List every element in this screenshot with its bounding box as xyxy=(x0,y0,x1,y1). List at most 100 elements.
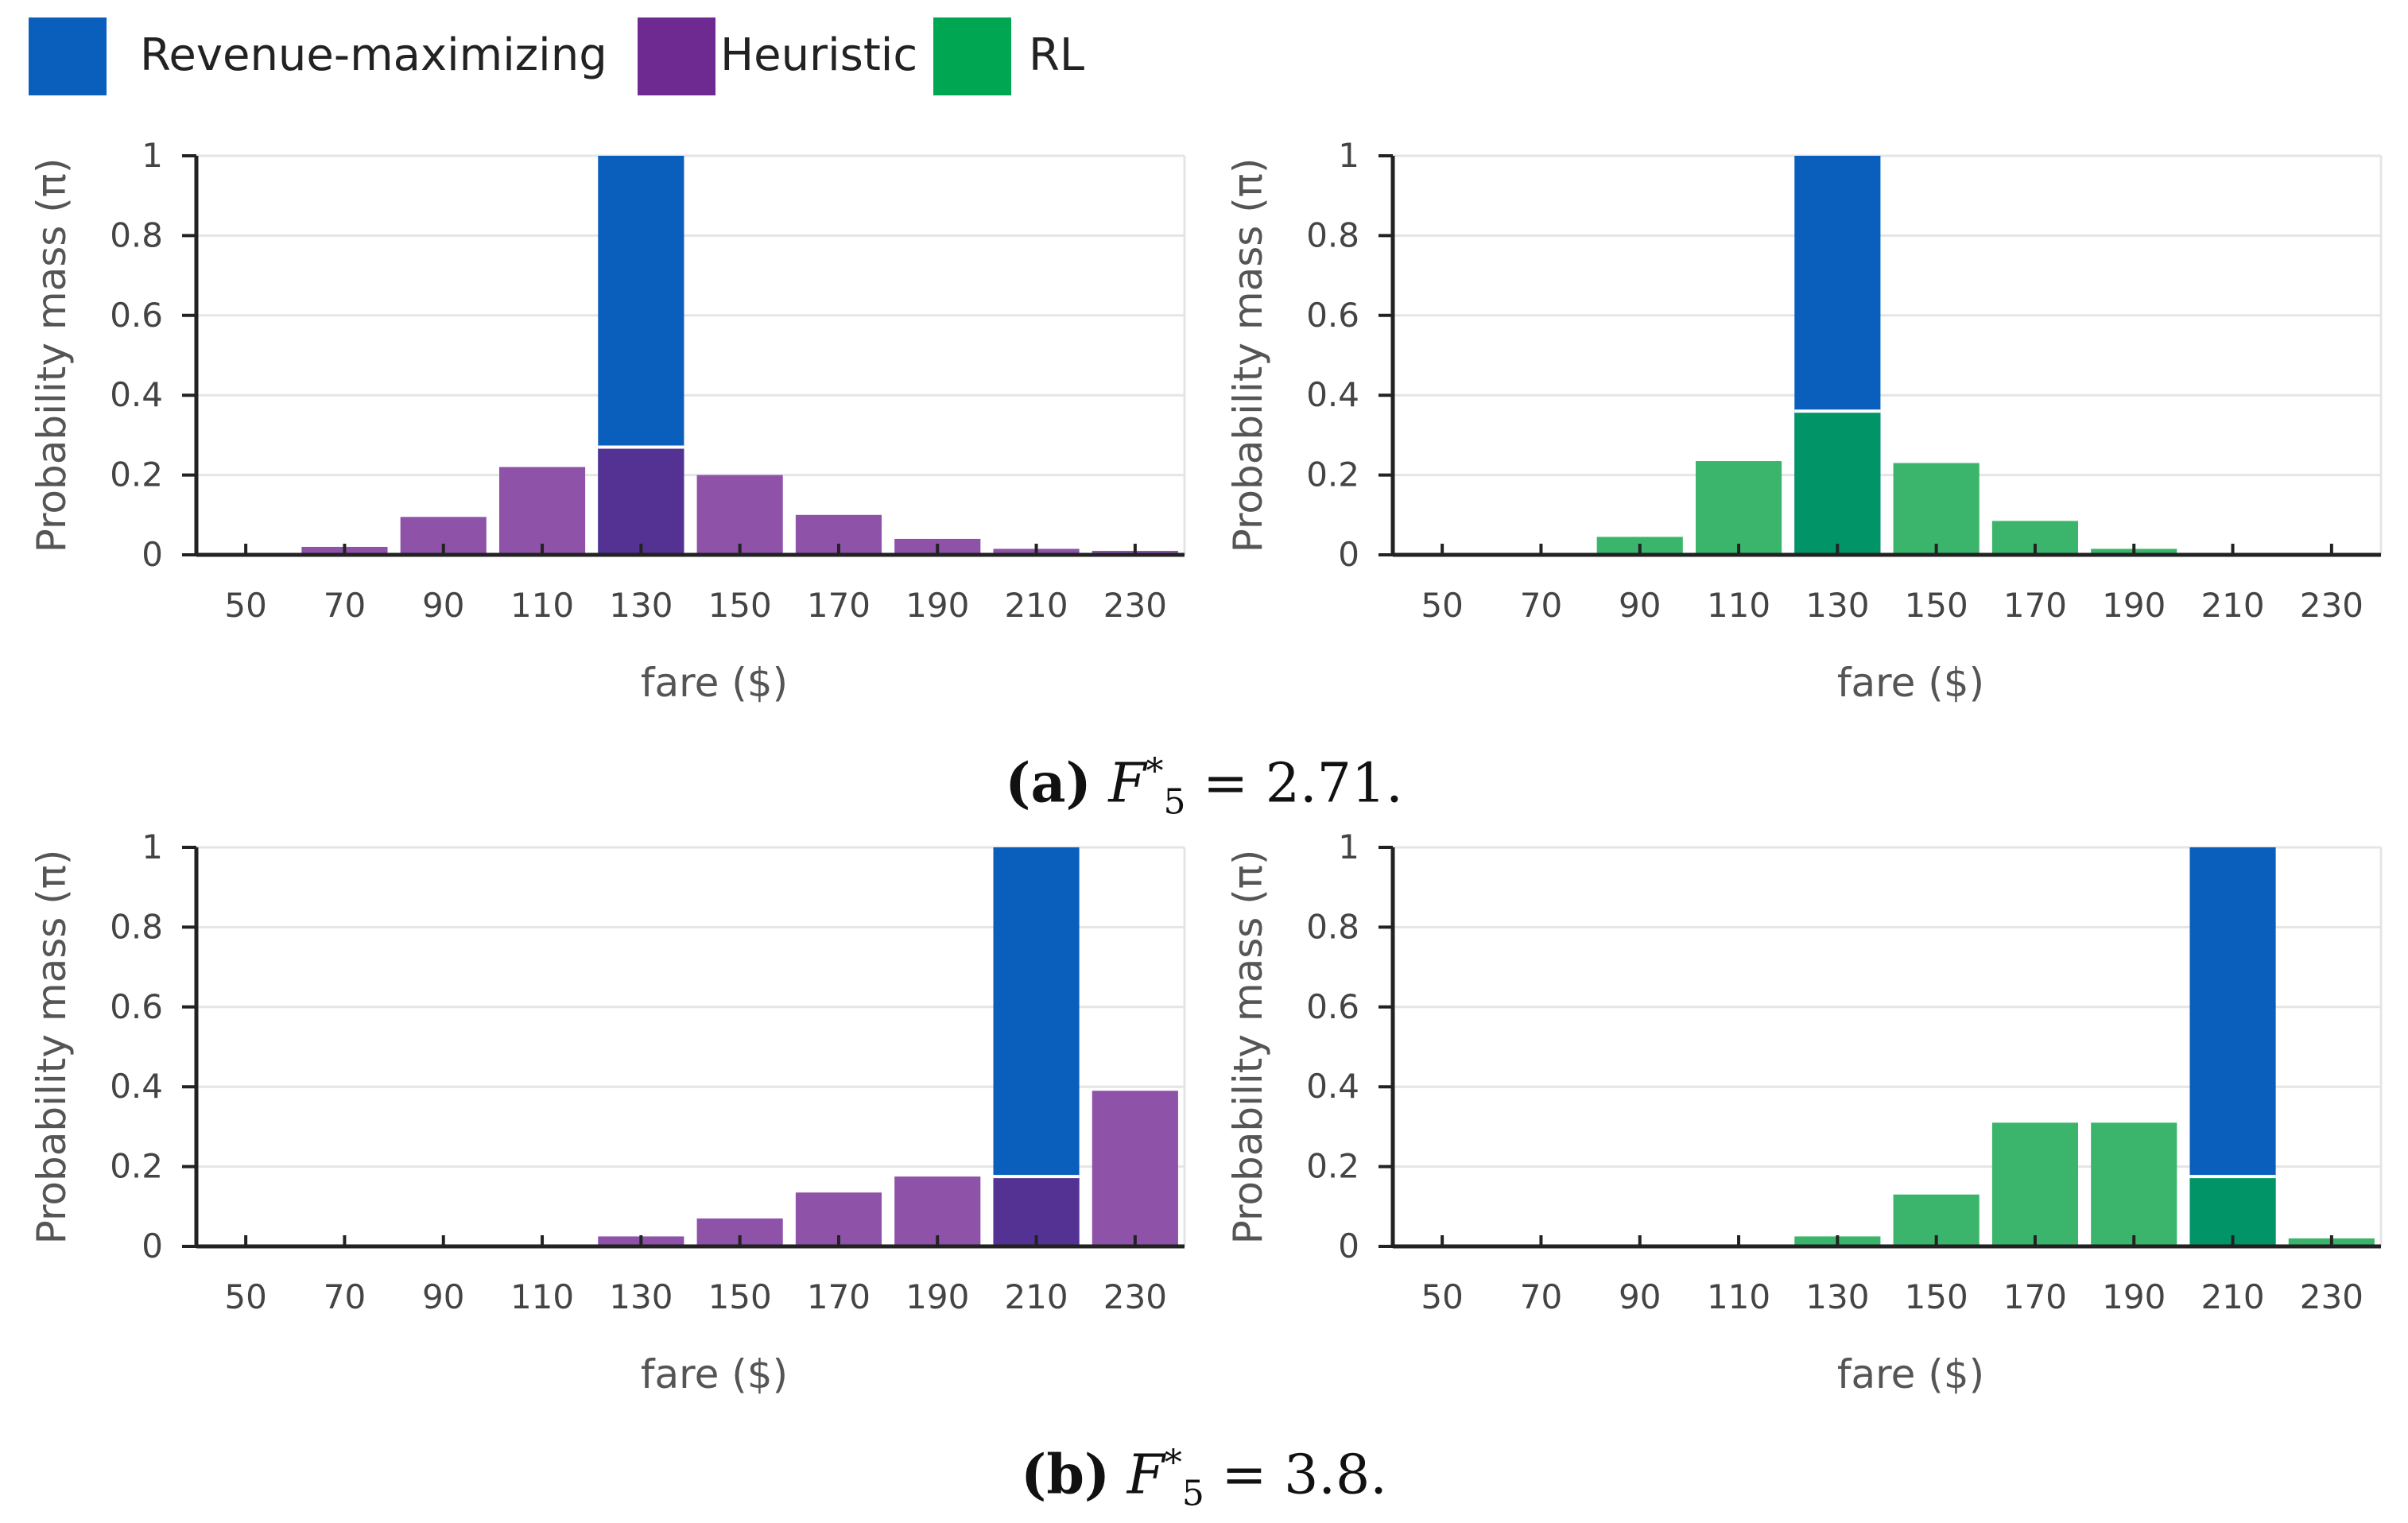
x-tick-label: 170 xyxy=(807,586,871,625)
bar-rl xyxy=(1893,463,1980,555)
x-tick-label: 70 xyxy=(324,1277,366,1316)
bar-heuristic xyxy=(993,1176,1080,1246)
x-tick-label: 70 xyxy=(324,586,366,625)
x-tick-label: 190 xyxy=(905,586,969,625)
x-tick-label: 70 xyxy=(1520,1277,1562,1316)
bar-rl xyxy=(1794,411,1881,555)
x-axis-title: fare ($) xyxy=(1837,660,1984,706)
y-tick-label: 0.6 xyxy=(1306,296,1359,335)
bar-heuristic xyxy=(598,447,684,555)
caption-b-var: F xyxy=(1126,1444,1165,1507)
y-tick-label: 0.2 xyxy=(1306,455,1359,494)
caption-b: (b) F*5 = 3.8. xyxy=(0,1443,2408,1513)
legend-swatch-heuristic xyxy=(638,17,715,95)
y-tick-label: 0.8 xyxy=(110,907,163,946)
legend-label-rl: RL xyxy=(1029,29,1085,81)
x-tick-label: 150 xyxy=(708,586,772,625)
x-tick-label: 150 xyxy=(1905,586,1968,625)
caption-b-sub: 5 xyxy=(1181,1473,1204,1514)
x-tick-label: 110 xyxy=(1707,1277,1770,1316)
legend-label-revenue-maximizing: Revenue-maximizing xyxy=(140,29,607,81)
bar-rl xyxy=(1695,461,1782,555)
y-tick-label: 0.2 xyxy=(110,455,163,494)
y-axis-title: Probability mass (π) xyxy=(29,850,75,1245)
y-tick-label: 1 xyxy=(142,827,163,866)
caption-a-sub: 5 xyxy=(1163,781,1186,823)
y-tick-label: 0 xyxy=(142,535,163,574)
y-tick-label: 0.4 xyxy=(110,375,163,414)
x-tick-label: 90 xyxy=(422,1277,464,1316)
x-tick-label: 110 xyxy=(1707,586,1770,625)
x-tick-label: 130 xyxy=(1805,1277,1869,1316)
caption-a: (a) F*5 = 2.71. xyxy=(0,751,2408,822)
y-tick-label: 0.6 xyxy=(1306,987,1359,1026)
bar-heuristic xyxy=(498,467,586,555)
legend-swatch-revenue-maximizing xyxy=(29,17,107,95)
y-tick-label: 0 xyxy=(1338,1227,1359,1265)
bar-heuristic xyxy=(696,475,783,555)
caption-a-var: F xyxy=(1108,752,1146,816)
y-axis-title: Probability mass (π) xyxy=(1225,850,1271,1245)
x-tick-label: 50 xyxy=(1421,1277,1463,1316)
caption-b-sup: * xyxy=(1164,1443,1182,1483)
caption-b-tag: (b) xyxy=(1021,1443,1111,1507)
x-tick-label: 230 xyxy=(1103,586,1167,625)
bar-rl xyxy=(2091,1122,2177,1246)
x-tick-label: 190 xyxy=(2102,586,2166,625)
x-tick-label: 50 xyxy=(1421,586,1463,625)
y-tick-label: 1 xyxy=(142,136,163,175)
y-tick-label: 0.4 xyxy=(1306,1067,1359,1106)
y-axis-title: Probability mass (π) xyxy=(1225,158,1271,553)
y-tick-label: 0.8 xyxy=(1306,907,1359,946)
y-tick-label: 0.4 xyxy=(1306,375,1359,414)
x-tick-label: 90 xyxy=(1619,1277,1661,1316)
bar-rl xyxy=(1991,1122,2079,1246)
y-tick-label: 0.8 xyxy=(110,215,163,254)
x-tick-label: 90 xyxy=(1619,586,1661,625)
x-tick-label: 230 xyxy=(2300,1277,2363,1316)
x-axis-title: fare ($) xyxy=(1837,1351,1984,1397)
x-tick-label: 50 xyxy=(224,586,266,625)
y-tick-label: 1 xyxy=(1338,136,1359,175)
bar-heuristic xyxy=(894,1176,981,1246)
y-tick-label: 0.6 xyxy=(110,296,163,335)
y-tick-label: 0.2 xyxy=(110,1147,163,1186)
x-tick-label: 210 xyxy=(2201,1277,2264,1316)
x-tick-label: 190 xyxy=(905,1277,969,1316)
x-tick-label: 190 xyxy=(2102,1277,2166,1316)
x-tick-label: 170 xyxy=(807,1277,871,1316)
x-tick-label: 170 xyxy=(2003,586,2067,625)
x-tick-label: 210 xyxy=(1004,586,1068,625)
x-tick-label: 150 xyxy=(1905,1277,1968,1316)
x-tick-label: 110 xyxy=(510,1277,574,1316)
caption-a-rest: = 2.71. xyxy=(1185,752,1403,816)
bar-rl xyxy=(2189,1176,2276,1246)
caption-b-rest: = 3.8. xyxy=(1204,1444,1387,1507)
x-tick-label: 110 xyxy=(510,586,574,625)
x-tick-label: 210 xyxy=(2201,586,2264,625)
y-axis-title: Probability mass (π) xyxy=(29,158,75,553)
legend-swatch-rl xyxy=(933,17,1011,95)
x-tick-label: 230 xyxy=(1103,1277,1167,1316)
x-axis-title: fare ($) xyxy=(641,660,788,706)
caption-a-tag: (a) xyxy=(1005,751,1092,816)
x-tick-label: 90 xyxy=(422,586,464,625)
x-tick-label: 170 xyxy=(2003,1277,2067,1316)
x-tick-label: 150 xyxy=(708,1277,772,1316)
x-tick-label: 130 xyxy=(1805,586,1869,625)
caption-a-sup: * xyxy=(1146,751,1164,792)
x-axis-title: fare ($) xyxy=(641,1351,788,1397)
y-tick-label: 0 xyxy=(142,1227,163,1265)
x-tick-label: 70 xyxy=(1520,586,1562,625)
x-tick-label: 130 xyxy=(609,1277,673,1316)
y-tick-label: 0.4 xyxy=(110,1067,163,1106)
legend-label-heuristic: Heuristic xyxy=(720,29,918,81)
y-tick-label: 0.8 xyxy=(1306,215,1359,254)
x-tick-label: 210 xyxy=(1004,1277,1068,1316)
x-tick-label: 230 xyxy=(2300,586,2363,625)
y-tick-label: 0.2 xyxy=(1306,1147,1359,1186)
